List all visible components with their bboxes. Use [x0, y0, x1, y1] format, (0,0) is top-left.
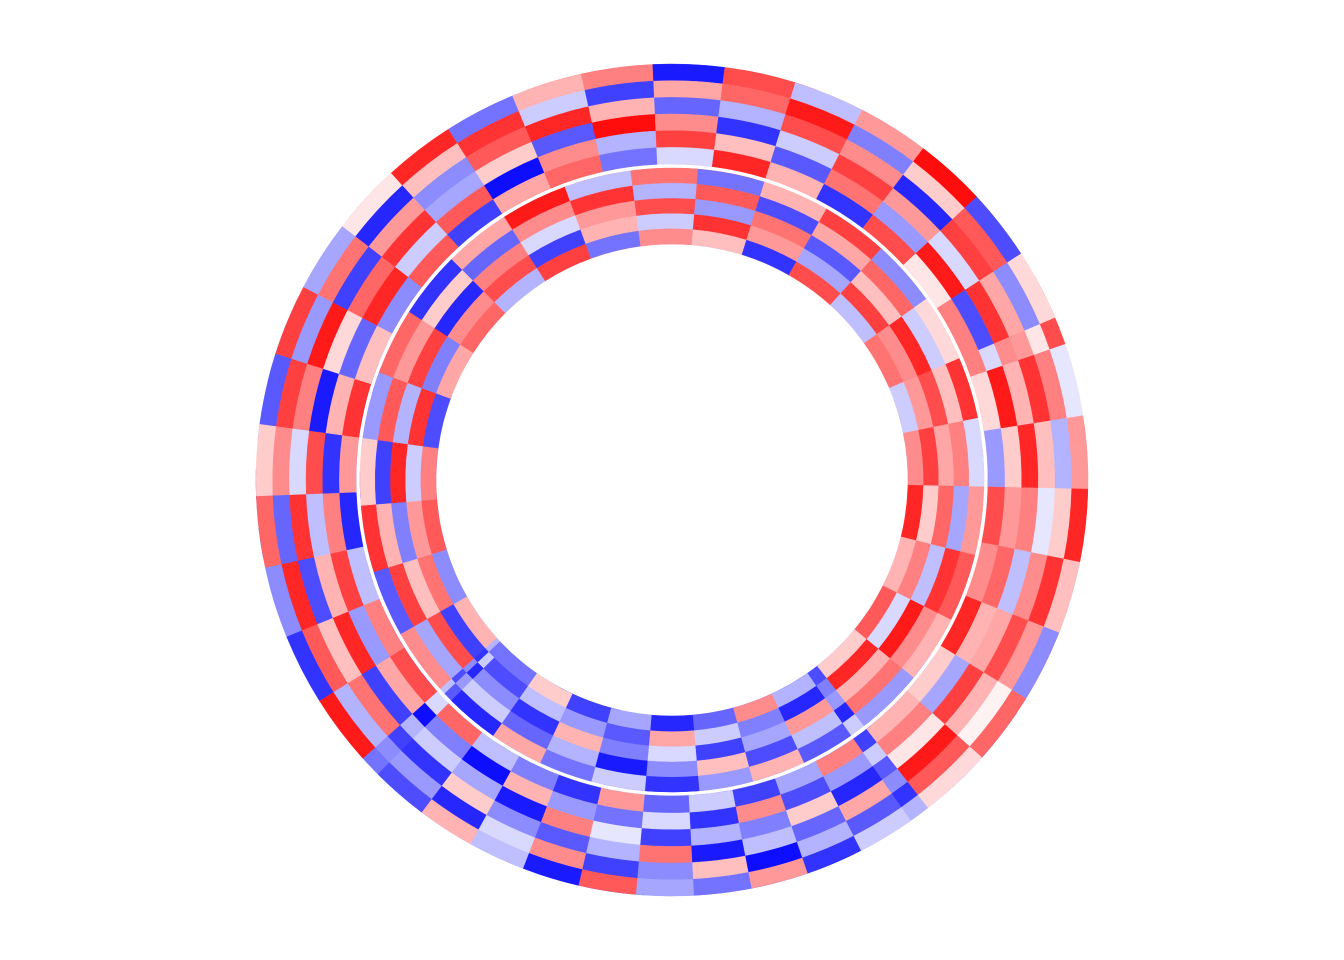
heatmap-cell-t1-s6-r6-c14 — [656, 147, 715, 167]
heatmap-cell-t1-s4-r6-c15 — [983, 428, 1005, 488]
heatmap-cell-t2-s5-r3-c4 — [647, 745, 697, 762]
heatmap-cell-t1-s6-r5-c14 — [655, 130, 717, 151]
heatmap-cell-t2-s5-r4-c4 — [648, 730, 696, 747]
heatmap-cell-t1-s5-r6-c10 — [436, 703, 483, 746]
heatmap-cell-t1-s5-r4-c5 — [639, 827, 692, 847]
heatmap-cell-t2-s5-r1-c4 — [644, 775, 700, 793]
heatmap-cell-t2-s6-r5-c4 — [420, 445, 439, 501]
heatmap-cell-t1-s5-r5-c5 — [641, 811, 691, 830]
heatmap-cell-t2-s6-r4-c11 — [636, 213, 695, 232]
heatmap-cell-t2-s6-r5-c11 — [638, 228, 694, 247]
heatmap-cell-t2-s5-r5-c4 — [649, 714, 695, 732]
heatmap-cell-t1-s5-r6-c5 — [642, 794, 690, 813]
heatmap-cell-t1-s6-r6-c20 — [936, 298, 979, 357]
heatmap-cell-t1-s6-r6-c5 — [339, 434, 360, 493]
heatmap-cell-t1-s5-r2-c5 — [636, 860, 694, 880]
heatmap-cell-t2-s5-r2-c4 — [645, 760, 699, 777]
heatmap-cell-t2-s5-r5-c8 — [494, 646, 537, 687]
heatmap-cell-t2-s6-r4-c4 — [405, 443, 424, 502]
heatmap-cell-t1-s5-r1-c5 — [635, 877, 694, 897]
heatmap-cell-t1-s5-r3-c5 — [638, 844, 693, 863]
heatmap-cell-t2-s6-r3-c11 — [634, 198, 696, 217]
heatmap-cell-t1-s4-r6-c20 — [866, 690, 921, 743]
heatmap-cell-t2-s4-r5-c16 — [817, 629, 867, 679]
heatmap-cell-t2-s6-r5-c16 — [864, 334, 904, 389]
heatmap-cells — [255, 63, 1089, 897]
heatmap-cell-t2-s6-r3-c4 — [390, 441, 409, 504]
heatmap-cell-t2-s6-r2-c11 — [632, 183, 698, 202]
